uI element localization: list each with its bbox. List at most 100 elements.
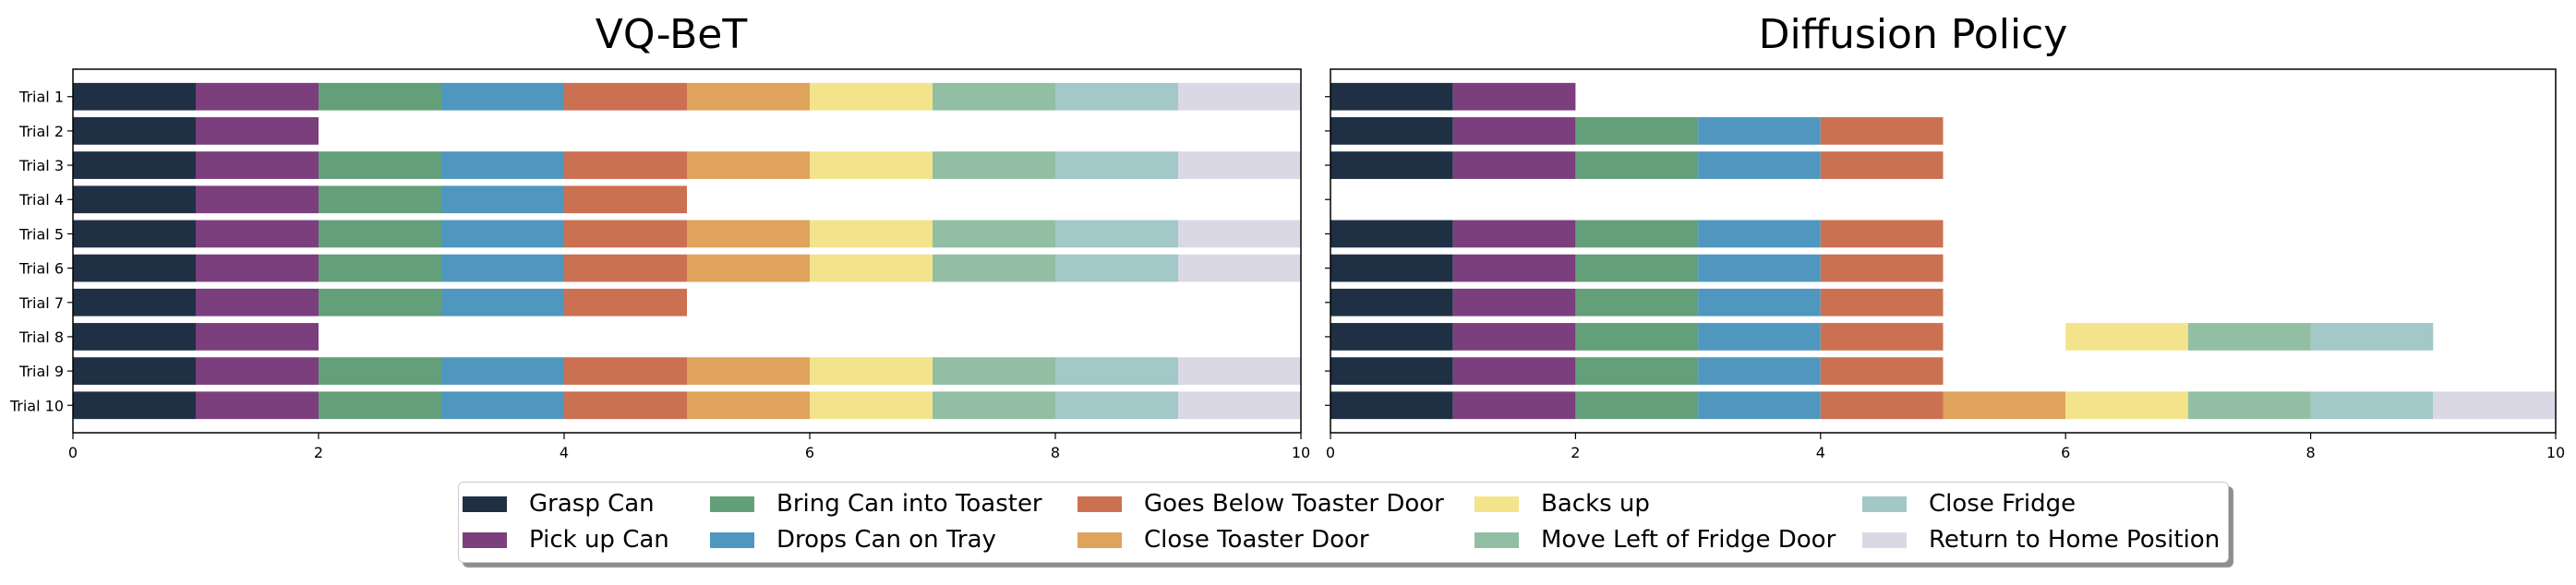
chart-title: VQ-BeT — [596, 11, 748, 58]
bar-segment — [933, 254, 1055, 282]
bar-segment — [933, 82, 1055, 111]
bar-segment — [196, 288, 319, 316]
x-tick-label: 8 — [1051, 444, 1060, 461]
bar-segment — [810, 82, 933, 111]
plot-frame — [72, 68, 1302, 434]
bar-segment — [319, 151, 441, 179]
legend-label: Bring Can into Toaster — [776, 490, 1042, 518]
bar-segment — [810, 254, 933, 282]
bar-segment — [2433, 391, 2556, 420]
legend-item: Close Toaster Door — [1077, 526, 1369, 554]
y-tick-label: Trial 8 — [18, 328, 64, 346]
bar-segment — [1178, 357, 1301, 385]
bar-segment — [196, 220, 319, 248]
bar-segment — [1698, 288, 1821, 316]
bar-segment — [319, 185, 441, 214]
bar-segment — [2187, 391, 2311, 420]
bar-segment — [687, 357, 810, 385]
bar-segment — [1452, 220, 1576, 248]
bar-segment — [196, 357, 319, 385]
bar-segment — [810, 151, 933, 179]
bar-segment — [1575, 151, 1699, 179]
bar-segment — [1452, 323, 1576, 351]
bar-segment — [1698, 151, 1821, 179]
bar-segment — [1575, 117, 1699, 145]
y-tick-label: Trial 2 — [18, 123, 64, 140]
legend-item: Goes Below Toaster Door — [1077, 490, 1444, 518]
bar-segment — [1330, 391, 1453, 420]
bar-segment — [196, 185, 319, 214]
bar-segment — [810, 220, 933, 248]
bar-segment — [1452, 357, 1576, 385]
bar-segment — [196, 391, 319, 420]
legend-item: Drops Can on Tray — [710, 526, 996, 554]
bar-segment — [73, 220, 196, 248]
bar-segment — [1452, 117, 1576, 145]
legend-label: Close Fridge — [1929, 490, 2076, 518]
legend-swatch — [710, 495, 754, 512]
bar-segment — [1055, 391, 1178, 420]
y-tick-label: Trial 5 — [18, 225, 64, 243]
bar-segment — [687, 82, 810, 111]
bar-segment — [441, 151, 564, 179]
bar-segment — [319, 82, 441, 111]
bar-segment — [933, 220, 1055, 248]
x-tick-label: 0 — [68, 444, 78, 461]
bar-segment — [319, 391, 441, 420]
y-tick-label: Trial 6 — [18, 260, 64, 278]
bar-segment — [319, 288, 441, 316]
bar-segment — [1330, 151, 1453, 179]
bar-segment — [319, 357, 441, 385]
bar-segment — [1943, 391, 2066, 420]
bar-segment — [73, 185, 196, 214]
bar-segment — [1178, 220, 1301, 248]
bar-segment — [933, 391, 1055, 420]
bar-segment — [441, 357, 564, 385]
bar-segment — [564, 151, 687, 179]
bar-segment — [1698, 323, 1821, 351]
bar-segment — [1452, 82, 1576, 111]
bar-segment — [1452, 391, 1576, 420]
bar-segment — [73, 323, 196, 351]
bar-segment — [196, 254, 319, 282]
bar-segment — [441, 254, 564, 282]
bar-segment — [1330, 323, 1453, 351]
x-tick-label: 6 — [2061, 444, 2070, 461]
legend-item: Grasp Can — [463, 490, 655, 518]
legend-swatch — [1475, 531, 1519, 548]
bar-segment — [1698, 391, 1821, 420]
bar-segment — [1575, 220, 1699, 248]
x-tick-label: 10 — [2546, 444, 2565, 461]
x-tick-label: 4 — [1816, 444, 1825, 461]
bar-segment — [1055, 151, 1178, 179]
bar-segment — [1330, 220, 1453, 248]
bar-segment — [1820, 254, 1944, 282]
bar-segment — [564, 288, 687, 316]
bar-segment — [1330, 288, 1453, 316]
bar-segment — [319, 220, 441, 248]
x-tick-label: 0 — [1326, 444, 1335, 461]
bar-segment — [564, 82, 687, 111]
legend-item: Backs up — [1475, 490, 1650, 518]
bar-segment — [196, 82, 319, 111]
bar-segment — [564, 391, 687, 420]
bar-segment — [73, 391, 196, 420]
bar-segment — [441, 82, 564, 111]
bar-segment — [564, 254, 687, 282]
bar-segment — [933, 357, 1055, 385]
bar-segment — [1330, 357, 1453, 385]
bar-segment — [1820, 357, 1944, 385]
bar-segment — [2310, 391, 2434, 420]
bar-segment — [1698, 357, 1821, 385]
bar-segment — [1055, 254, 1178, 282]
legend-item: Bring Can into Toaster — [710, 490, 1042, 518]
legend-swatch — [1077, 495, 1122, 512]
bar-segment — [1330, 254, 1453, 282]
legend-swatch — [1862, 495, 1907, 512]
y-tick-label: Trial 7 — [18, 294, 64, 312]
bar-segment — [319, 254, 441, 282]
bar-segment — [1330, 82, 1453, 111]
bar-segment — [1452, 288, 1576, 316]
legend-item: Move Left of Fridge Door — [1475, 526, 1836, 554]
legend-label: Grasp Can — [529, 490, 655, 518]
